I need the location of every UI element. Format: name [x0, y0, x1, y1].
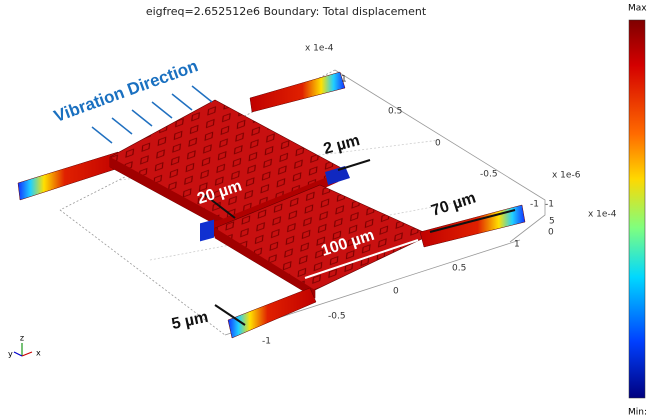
- axis-scale: x 1e-4: [305, 44, 334, 54]
- screenshot: eigfreq=2.652512e6 Boundary: Total displ…: [0, 0, 647, 420]
- annotation: Vibration Direction: [51, 56, 200, 126]
- annotation: 2 µm: [322, 132, 362, 158]
- tick-label: 1: [514, 240, 520, 250]
- tick-label: 0: [435, 139, 441, 149]
- colorbar-max: Max: [628, 4, 647, 14]
- tick-label: -1: [545, 200, 554, 210]
- colorbar-min: Min:: [628, 408, 647, 418]
- triad-label: z: [20, 334, 24, 343]
- triad-label: x: [36, 349, 41, 358]
- axis-scale: x 1e-4: [588, 210, 617, 220]
- annotation: 70 µm: [429, 190, 478, 220]
- tick-label: 5: [549, 217, 555, 227]
- tick-label: -1: [262, 337, 271, 347]
- title: eigfreq=2.652512e6 Boundary: Total displ…: [146, 5, 427, 18]
- tick-label: 0.5: [388, 107, 402, 117]
- annotation: 5 µm: [170, 309, 210, 333]
- tick-label: 0: [393, 287, 399, 297]
- tick-label: 0.5: [452, 264, 466, 274]
- tick-label: -0.5: [480, 170, 498, 180]
- tick-label: 1: [341, 75, 347, 85]
- axis-scale: x 1e-6: [552, 171, 581, 181]
- tick-label: -1: [530, 200, 539, 210]
- axis-triad: [14, 343, 32, 356]
- tick-label: -0.5: [328, 312, 346, 322]
- triad-label: y: [8, 350, 13, 359]
- tick-label: 0: [548, 228, 554, 238]
- colorbar: [629, 20, 645, 398]
